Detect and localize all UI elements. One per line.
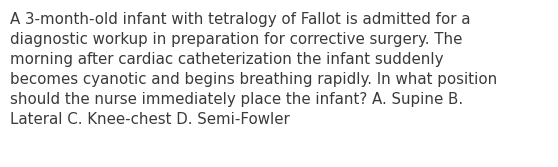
Text: A 3-month-old infant with tetralogy of Fallot is admitted for a
diagnostic worku: A 3-month-old infant with tetralogy of F… (10, 12, 497, 127)
